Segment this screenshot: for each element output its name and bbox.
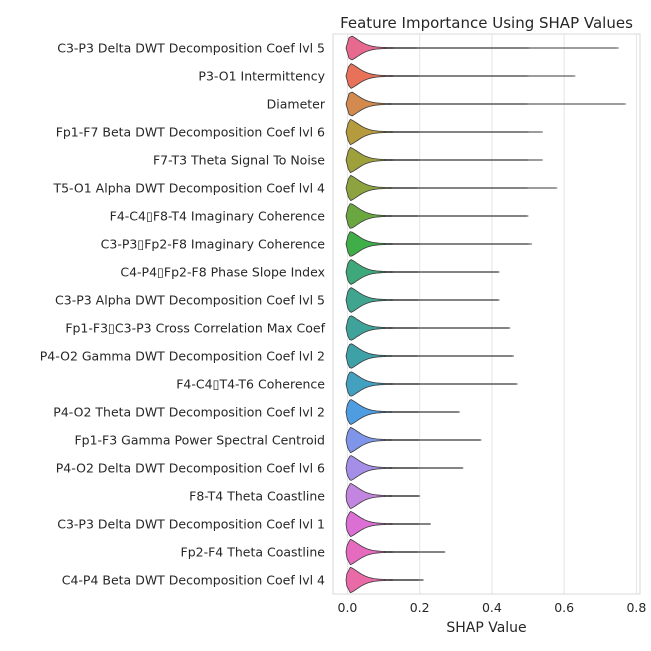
feature-label: C4-P4 Beta DWT Decomposition Coef lvl 4 — [62, 573, 325, 588]
feature-label: Diameter — [267, 97, 326, 112]
x-tick-labels: 0.0 0.2 0.4 0.6 0.8 — [338, 600, 647, 615]
violin-mark — [345, 455, 464, 481]
feature-label: Fp2-F4 Theta Coastline — [181, 545, 326, 560]
violin-mark — [345, 231, 533, 257]
feature-label: C4-P4▯Fp2-F8 Phase Slope Index — [120, 265, 325, 280]
feature-label: F4-C4▯F8-T4 Imaginary Coherence — [110, 209, 326, 224]
feature-label: P4-O2 Theta DWT Decomposition Coef lvl 2 — [53, 405, 325, 420]
violin-mark — [345, 63, 576, 89]
violin-mark — [345, 538, 446, 566]
feature-label: P3-O1 Intermittency — [198, 69, 325, 84]
violin-mark — [345, 510, 431, 538]
feature-label: P4-O2 Gamma DWT Decomposition Coef lvl 2 — [40, 349, 325, 364]
violin-mark — [345, 315, 511, 341]
violin-mark — [345, 259, 500, 285]
feature-label: F7-T3 Theta Signal To Noise — [153, 153, 325, 168]
plot-frame — [332, 33, 641, 595]
feature-label: C3-P3 Alpha DWT Decomposition Coef lvl 5 — [55, 293, 325, 308]
x-tick-label: 0.4 — [482, 600, 502, 615]
violin-mark — [345, 343, 514, 369]
x-tick-label: 0.0 — [338, 600, 358, 615]
x-axis-label: SHAP Value — [446, 620, 526, 636]
feature-label: Fp1-F3▯C3-P3 Cross Correlation Max Coef — [65, 321, 325, 336]
violin-mark — [345, 566, 424, 594]
violin-mark — [345, 91, 626, 117]
feature-label: F4-C4▯T4-T6 Coherence — [176, 377, 325, 392]
feature-label: F8-T4 Theta Coastline — [189, 489, 325, 504]
violin-mark — [345, 371, 518, 397]
violin-mark — [345, 174, 558, 202]
feature-label: Fp1-F3 Gamma Power Spectral Centroid — [74, 433, 325, 448]
grid-lines — [332, 33, 641, 595]
feature-label: T5-O1 Alpha DWT Decomposition Coef lvl 4 — [52, 181, 325, 196]
violin-mark — [345, 118, 543, 146]
violin-mark — [345, 399, 460, 425]
violin-mark — [345, 426, 482, 454]
x-tick-label: 0.8 — [626, 600, 646, 615]
violin-mark — [345, 146, 543, 174]
x-tick-label: 0.6 — [554, 600, 574, 615]
feature-label: C3-P3 Delta DWT Decomposition Coef lvl 1 — [57, 517, 325, 532]
feature-label: Fp1-F7 Beta DWT Decomposition Coef lvl 6 — [56, 125, 325, 140]
feature-label: P4-O2 Delta DWT Decomposition Coef lvl 6 — [56, 461, 325, 476]
chart-title: Feature Importance Using SHAP Values — [340, 14, 633, 32]
violin-mark — [345, 35, 619, 61]
feature-label: C3-P3▯Fp2-F8 Imaginary Coherence — [101, 237, 326, 252]
x-tick-label: 0.2 — [410, 600, 430, 615]
violin-mark — [345, 483, 421, 509]
feature-label: C3-P3 Delta DWT Decomposition Coef lvl 5 — [57, 41, 325, 56]
violin-mark — [345, 287, 500, 313]
violin-mark — [345, 203, 529, 229]
feature-labels: C3-P3 Delta DWT Decomposition Coef lvl 5… — [40, 41, 326, 588]
violins — [345, 35, 626, 594]
